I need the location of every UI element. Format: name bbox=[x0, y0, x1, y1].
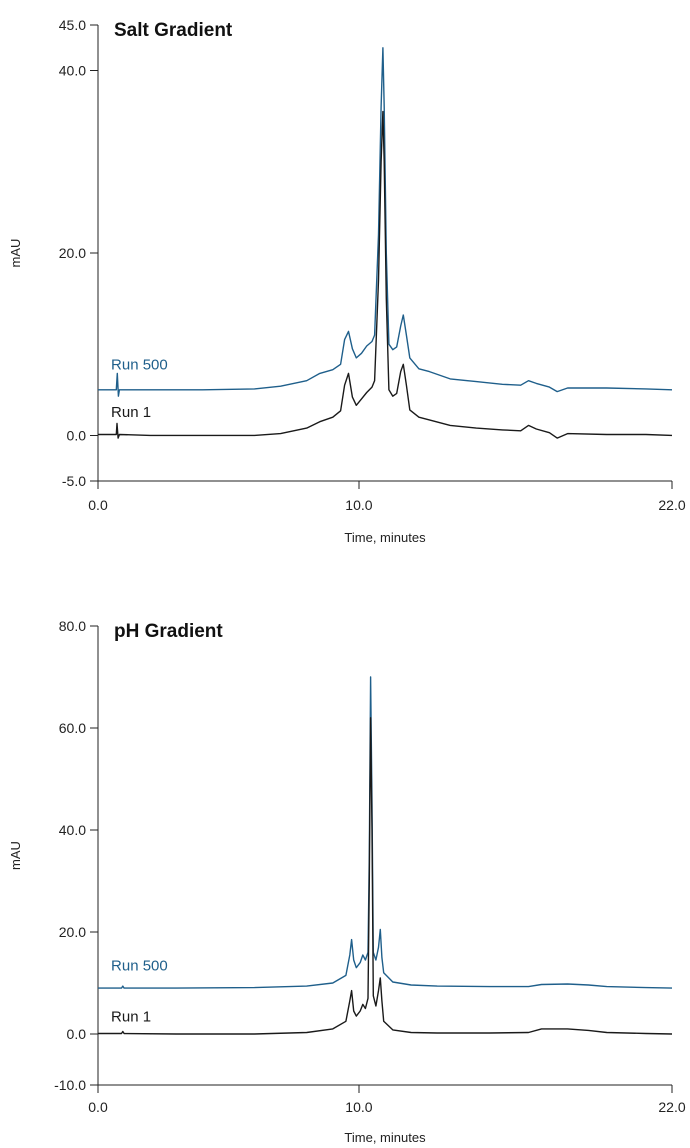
axes-0 bbox=[90, 24, 673, 489]
series-line-run-1 bbox=[98, 110, 673, 439]
chart-title: Salt Gradient bbox=[114, 20, 233, 41]
y-tick-label: -5.0 bbox=[62, 473, 86, 489]
x-tick-label: 10.0 bbox=[345, 1099, 372, 1115]
x-tick-label: 0.0 bbox=[88, 1099, 108, 1115]
series-line-run-500 bbox=[98, 676, 673, 989]
chart-title: pH Gradient bbox=[114, 621, 223, 642]
y-axis-title: mAU bbox=[8, 841, 23, 870]
y-tick-label: 20.0 bbox=[59, 245, 86, 261]
y-tick-label: 80.0 bbox=[59, 618, 86, 634]
y-tick-label: -10.0 bbox=[54, 1077, 86, 1093]
series-line-run-1 bbox=[98, 717, 673, 1035]
x-tick-label: 10.0 bbox=[345, 497, 372, 513]
y-tick-label: 0.0 bbox=[67, 427, 87, 443]
x-tick-label: 22.0 bbox=[658, 1099, 685, 1115]
y-tick-label: 40.0 bbox=[59, 822, 86, 838]
series-label: Run 1 bbox=[111, 1008, 151, 1025]
chart-1: -10.00.020.040.060.080.00.0 10.0 22.0Time,… bbox=[8, 618, 686, 1145]
y-tick-label: 0.0 bbox=[67, 1026, 87, 1042]
series-label: Run 1 bbox=[111, 404, 151, 421]
y-tick-label: 40.0 bbox=[59, 63, 86, 79]
y-axis-title: mAU bbox=[8, 239, 23, 268]
x-tick-label: 0.0 bbox=[88, 497, 108, 513]
series-label: Run 500 bbox=[111, 957, 168, 974]
x-axis-title: Time, minutes bbox=[344, 1130, 426, 1145]
x-tick-label: 22.0 bbox=[658, 497, 685, 513]
y-tick-label: 45.0 bbox=[59, 17, 86, 33]
series-line-run-500 bbox=[98, 47, 673, 397]
axes-1 bbox=[90, 625, 673, 1093]
y-tick-label: 60.0 bbox=[59, 720, 86, 736]
series-label: Run 500 bbox=[111, 357, 168, 374]
x-axis-title: Time, minutes bbox=[344, 530, 426, 545]
y-tick-label: 20.0 bbox=[59, 924, 86, 940]
